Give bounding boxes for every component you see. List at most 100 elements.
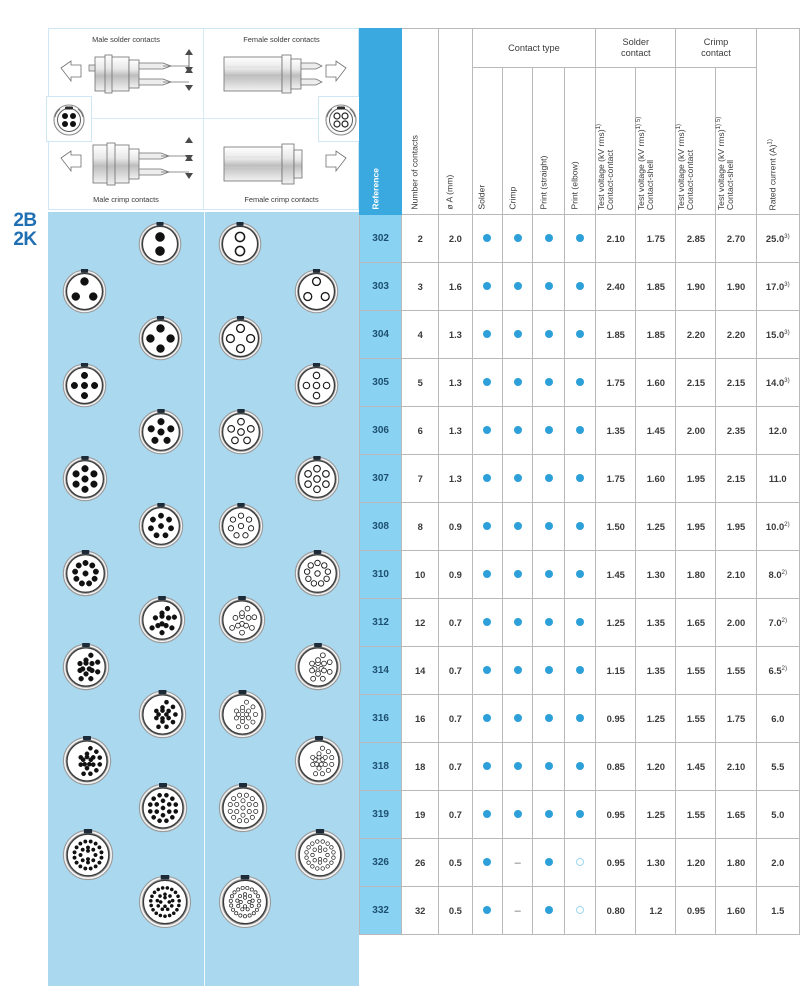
cell-reference: 316 [358,694,403,743]
cell-print-elbow [563,358,597,407]
available-dot-icon [544,618,553,626]
cell-sv-cs: 1.60 [635,358,677,407]
cell-sv-cs: 1.85 [635,262,677,311]
table-row: 312 12 0.7 1.25 1.35 1.65 2.00 7.02) [358,598,800,647]
cell-cv-cs: 2.70 [715,214,757,263]
col-header-solder: Solder [471,67,504,215]
cell-diameter-a: 0.5 [438,886,473,935]
cell-diameter-a: 0.7 [438,742,473,791]
cell-print-elbow [563,262,597,311]
cell-rated-current: 7.02) [755,598,800,647]
cell-cv-cs: 2.00 [715,598,757,647]
col-header-number-of-contacts: Number of contacts [401,28,440,215]
cell-crimp [501,358,534,407]
col-header-crimp: Crimp [501,67,534,215]
col-header-print-straight-label: Print (straight) [537,156,548,210]
connector-illustration-panel: Male solder contacts [48,28,359,210]
cell-crimp: – [501,886,534,935]
cell-cv-cs: 1.65 [715,790,757,839]
cell-cv-cc: 2.20 [675,310,717,359]
pin-layout-male-332 [138,875,192,929]
cell-sv-cs: 1.35 [635,598,677,647]
cell-solder [471,838,504,887]
cell-diameter-a: 0.7 [438,598,473,647]
cell-rated-current: 12.0 [755,406,800,455]
pin-layout-male-316 [138,689,187,739]
available-dot-icon [513,330,522,338]
cell-cv-cc: 2.15 [675,358,717,407]
available-dot-icon [513,522,522,530]
pin-layout-male-319 [138,783,188,833]
cell-number-of-contacts: 32 [401,886,440,935]
cell-number-of-contacts: 2 [401,214,440,263]
available-dot-icon [575,570,584,578]
cell-solder [471,406,504,455]
table-row: 307 7 1.3 1.75 1.60 1.95 2.15 11.0 [358,454,800,503]
cell-sv-cs: 1.25 [635,694,677,743]
cell-crimp [501,694,534,743]
cell-cv-cs: 2.20 [715,310,757,359]
cell-number-of-contacts: 10 [401,550,440,599]
cell-print-elbow [563,550,597,599]
pin-layout-male-303 [62,268,107,314]
cell-reference: 306 [358,406,403,455]
table-sub-header-row: Solder Crimp Print (straight) Print (elb… [360,67,800,215]
col-header-solder-test-voltage-contact-contact: Test voltage (kV rms)1) Contact-contact [595,67,637,215]
cell-reference: 310 [358,550,403,599]
available-dot-icon [544,906,553,914]
pin-layout-male-306 [138,409,184,455]
cell-print-elbow [563,214,597,263]
available-dot-icon [575,810,584,818]
available-dot-icon [544,378,553,386]
available-dot-icon [575,666,584,674]
cell-sv-cc: 1.35 [595,406,637,455]
available-dot-icon [575,426,584,434]
table-row: 310 10 0.9 1.45 1.30 1.80 2.10 8.02) [358,550,800,599]
cell-reference: 312 [358,598,403,647]
cell-cv-cs: 2.35 [715,406,757,455]
cell-print-elbow [563,454,597,503]
cell-solder [471,262,504,311]
cell-number-of-contacts: 7 [401,454,440,503]
col-header-reference: Reference [358,28,403,215]
cell-sv-cc: 2.10 [595,214,637,263]
cell-crimp [501,550,534,599]
table-row: 306 6 1.3 1.35 1.45 2.00 2.35 12.0 [358,406,800,455]
cell-sv-cs: 1.45 [635,406,677,455]
cell-sv-cs: 1.60 [635,454,677,503]
female-crimp-connector-drawing [204,133,359,195]
col-header-print-elbow: Print (elbow) [563,67,597,215]
cell-diameter-a: 1.3 [438,358,473,407]
cell-sv-cc: 0.85 [595,742,637,791]
available-dot-icon [483,474,492,482]
available-dot-icon [483,378,492,386]
cell-print-straight [532,358,565,407]
cell-rated-current: 11.0 [755,454,800,503]
pin-layout-female-326 [294,829,346,881]
table-row: 332 32 0.5 – 0.80 1.2 0.95 1.60 1.5 [358,886,800,935]
cell-print-straight [532,454,565,503]
pin-layout-female-318 [294,736,344,786]
table-row: 326 26 0.5 – 0.95 1.30 1.20 1.80 2.0 [358,838,800,887]
pin-layout-female-304 [218,315,263,361]
male-solder-connector-drawing [49,43,204,105]
available-dot-icon [575,378,584,386]
cell-cv-cc: 1.45 [675,742,717,791]
cell-reference: 304 [358,310,403,359]
pin-layout-female-332 [218,875,272,929]
cell-diameter-a: 2.0 [438,214,473,263]
group-header-solder-contact-label: Solder contact [620,37,651,58]
available-dot-icon [513,474,522,482]
cell-print-elbow [563,694,597,743]
available-dot-icon [544,810,553,818]
col-header-reference-label: Reference [370,168,380,210]
cell-sv-cs: 1.25 [635,502,677,551]
cell-crimp [501,646,534,695]
footnote-marker: 3) [784,376,790,384]
group-header-solder-contact: Solder contact [595,28,677,68]
cell-print-straight [532,550,565,599]
pin-layout-male-305 [62,362,107,408]
illustration-caption-female-crimp: Female crimp contacts [244,195,319,204]
available-dot-icon [513,570,522,578]
